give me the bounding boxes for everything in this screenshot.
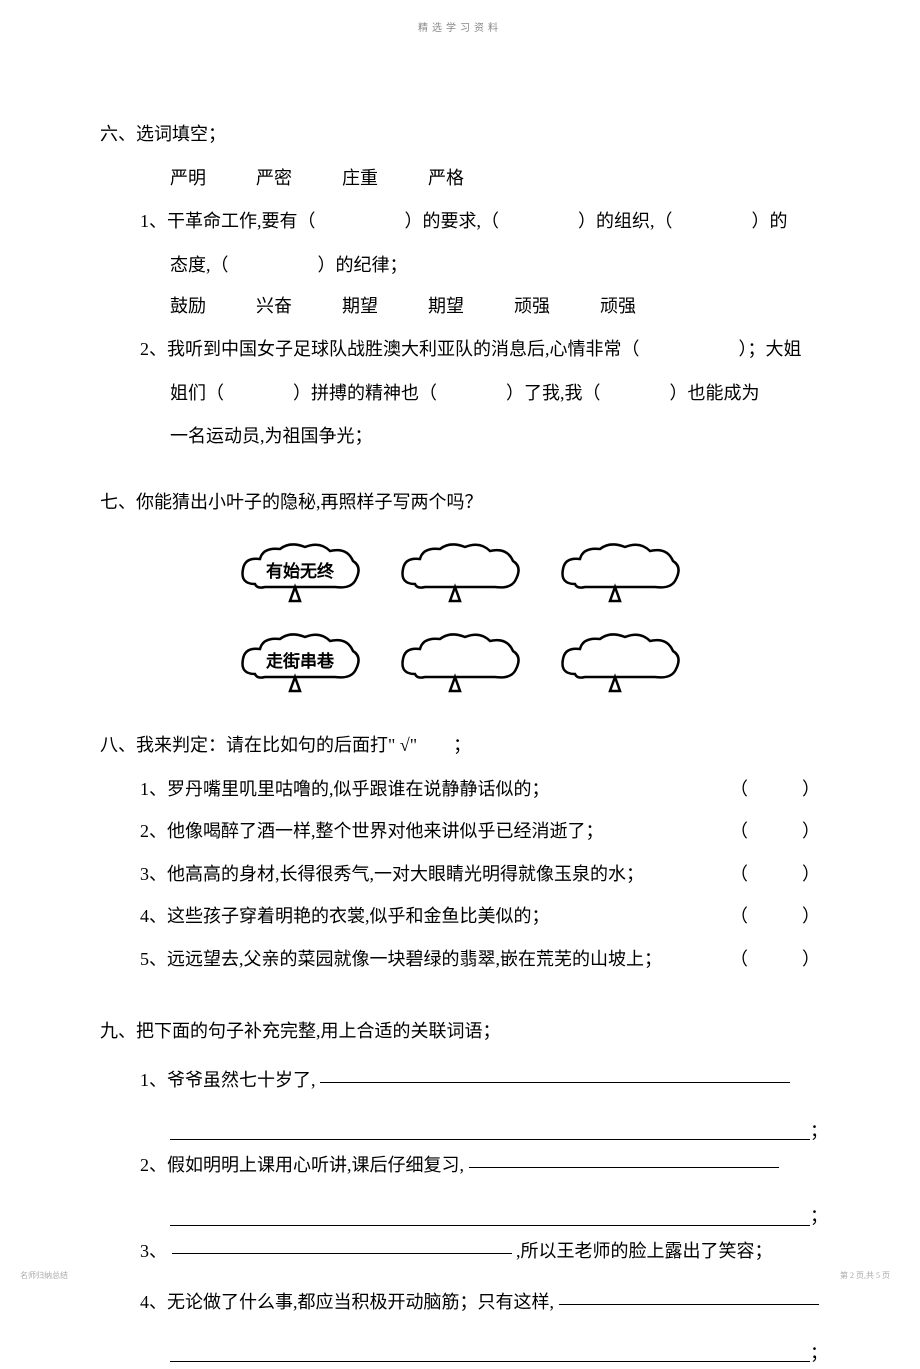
- judge-item-1: 1、罗丹嘴里叽里咕噜的,似乎跟谁在说静静话似的； （ ）: [100, 773, 820, 805]
- judge-text: 3、他高高的身材,长得很秀气,一对大眼睛光明得就像玉泉的水；: [140, 858, 730, 890]
- leaf-empty[interactable]: [555, 629, 685, 699]
- footer-left: 名师归纳总结: [20, 1269, 68, 1283]
- judge-text: 4、这些孩子穿着明艳的衣裳,似乎和金鱼比美似的；: [140, 900, 730, 932]
- leaf-empty[interactable]: [395, 539, 525, 609]
- leaf-row-2: 走街串巷: [235, 629, 685, 699]
- judge-item-5: 5、远远望去,父亲的菜园就像一块碧绿的翡翠,嵌在荒芜的山坡上； （ ）: [100, 943, 820, 975]
- word: 庄重: [342, 162, 378, 194]
- text: 3、: [140, 1241, 167, 1261]
- blank-line[interactable]: [320, 1082, 790, 1083]
- blank-line[interactable]: [559, 1304, 819, 1305]
- footer-right: 第 2 页,共 5 页: [840, 1269, 890, 1283]
- section-7-title: 七、你能猜出小叶子的隐秘,再照样子写两个吗？: [100, 486, 820, 518]
- q6-2-cont1: 姐们（ ）拼搏的精神也（ ）了我,我（ ）也能成为: [100, 375, 820, 413]
- leaf-icon: [395, 539, 525, 609]
- text: ）拼搏的精神也（: [293, 383, 437, 403]
- text: 4、无论做了什么事,都应当积极开动脑筋；只有这样,: [140, 1292, 554, 1312]
- judge-text: 2、他像喝醉了酒一样,整个世界对他来讲似乎已经消逝了；: [140, 815, 730, 847]
- leaf-filled-2: 走街串巷: [235, 629, 365, 699]
- judge-text: 1、罗丹嘴里叽里咕噜的,似乎跟谁在说静静话似的；: [140, 773, 730, 805]
- text: ）的纪律；: [318, 255, 408, 275]
- word: 严密: [256, 162, 292, 194]
- section-7: 七、你能猜出小叶子的隐秘,再照样子写两个吗？ 有始无终: [100, 486, 820, 698]
- text: 2、我听到中国女子足球队战胜澳大利亚队的消息后,心情非常（: [140, 339, 640, 359]
- word: 期望: [342, 290, 378, 322]
- word-row-a: 严明 严密 庄重 严格: [100, 162, 820, 194]
- judge-item-2: 2、他像喝醉了酒一样,整个世界对他来讲似乎已经消逝了； （ ）: [100, 815, 820, 847]
- page-header: 精选学习资料: [100, 20, 820, 38]
- blank-line[interactable]: [469, 1167, 779, 1168]
- blank-line-full[interactable]: [170, 1110, 810, 1140]
- word: 严格: [428, 162, 464, 194]
- text: 2、假如明明上课用心听讲,课后仔细复习,: [140, 1155, 464, 1175]
- section-9: 九、把下面的句子补充完整,用上合适的关联词语； 1、爷爷虽然七十岁了, 2、假如…: [100, 1015, 820, 1362]
- q9-4: 4、无论做了什么事,都应当积极开动脑筋；只有这样,: [100, 1281, 820, 1324]
- leaf-label: 走街串巷: [266, 647, 334, 678]
- paren-slot[interactable]: （ ）: [730, 858, 820, 890]
- section-8-title: 八、我来判定：请在比如句的后面打" √" ；: [100, 729, 820, 761]
- text: ）；大姐: [739, 339, 802, 359]
- section-9-title: 九、把下面的句子补充完整,用上合适的关联词语；: [100, 1015, 820, 1047]
- section-6: 六、选词填空； 严明 严密 庄重 严格 1、干革命工作,要有（ ）的要求,（ ）…: [100, 118, 820, 456]
- judge-item-3: 3、他高高的身材,长得很秀气,一对大眼睛光明得就像玉泉的水； （ ）: [100, 858, 820, 890]
- text: 态度,（: [170, 255, 229, 275]
- q6-1: 1、干革命工作,要有（ ）的要求,（ ）的组织,（ ）的: [100, 203, 820, 241]
- text: ）的组织,（: [578, 211, 673, 231]
- judge-item-4: 4、这些孩子穿着明艳的衣裳,似乎和金鱼比美似的； （ ）: [100, 900, 820, 932]
- text: 1、干革命工作,要有（: [140, 211, 316, 231]
- word: 期望: [428, 290, 464, 322]
- word: 兴奋: [256, 290, 292, 322]
- word-row-b: 鼓励 兴奋 期望 期望 顽强 顽强: [100, 290, 820, 322]
- q6-1-cont: 态度,（ ）的纪律；: [100, 247, 820, 285]
- leaf-row-1: 有始无终: [235, 539, 685, 609]
- section-6-title: 六、选词填空；: [100, 118, 820, 150]
- q6-2-cont2: 一名运动员,为祖国争光；: [100, 418, 820, 456]
- leaf-empty[interactable]: [395, 629, 525, 699]
- blank-line-full[interactable]: [170, 1332, 810, 1362]
- paren-slot[interactable]: （ ）: [730, 900, 820, 932]
- word: 鼓励: [170, 290, 206, 322]
- q6-2: 2、我听到中国女子足球队战胜澳大利亚队的消息后,心情非常（ ）；大姐: [100, 331, 820, 369]
- leaf-empty[interactable]: [555, 539, 685, 609]
- text: ）的要求,（: [405, 211, 500, 231]
- leaf-icon: [555, 629, 685, 699]
- word: 顽强: [600, 290, 636, 322]
- text: ）了我,我（: [506, 383, 601, 403]
- leaf-icon: [395, 629, 525, 699]
- blank-line-full[interactable]: [170, 1196, 810, 1226]
- text: ,所以王老师的脸上露出了笑容；: [516, 1241, 773, 1261]
- judge-text: 5、远远望去,父亲的菜园就像一块碧绿的翡翠,嵌在荒芜的山坡上；: [140, 943, 730, 975]
- word: 顽强: [514, 290, 550, 322]
- leaf-icon: [555, 539, 685, 609]
- text: 1、爷爷虽然七十岁了,: [140, 1070, 316, 1090]
- leaf-label: 有始无终: [266, 557, 334, 588]
- leaf-area: 有始无终 走街串巷: [100, 539, 820, 699]
- paren-slot[interactable]: （ ）: [730, 773, 820, 805]
- leaf-filled-1: 有始无终: [235, 539, 365, 609]
- paren-slot[interactable]: （ ）: [730, 815, 820, 847]
- q9-2: 2、假如明明上课用心听讲,课后仔细复习,: [100, 1144, 820, 1187]
- text: 姐们（: [170, 383, 224, 403]
- q9-3: 3、 ,所以王老师的脸上露出了笑容；: [100, 1230, 820, 1273]
- word: 严明: [170, 162, 206, 194]
- text: ）也能成为: [670, 383, 760, 403]
- q9-1: 1、爷爷虽然七十岁了,: [100, 1059, 820, 1102]
- text: ）的: [752, 211, 788, 231]
- section-8: 八、我来判定：请在比如句的后面打" √" ； 1、罗丹嘴里叽里咕噜的,似乎跟谁在…: [100, 729, 820, 975]
- text: 一名运动员,为祖国争光；: [170, 426, 373, 446]
- paren-slot[interactable]: （ ）: [730, 943, 820, 975]
- page-footer: 名师归纳总结 第 2 页,共 5 页: [20, 1269, 890, 1283]
- blank-line[interactable]: [172, 1253, 512, 1254]
